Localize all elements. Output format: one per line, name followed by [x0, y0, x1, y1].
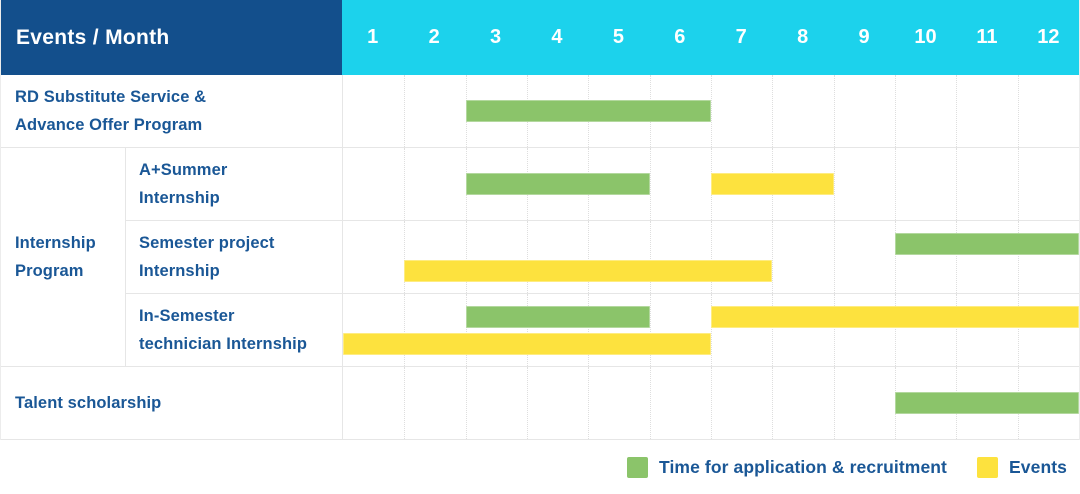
month-gridline	[711, 367, 712, 439]
event-bar	[711, 173, 834, 195]
sub-row-label: A+Summer Internship	[125, 148, 342, 221]
month-gridline	[404, 148, 406, 220]
sub-row-label: Semester project Internship	[125, 221, 342, 294]
month-gridline	[465, 367, 467, 439]
month-header-10: 10	[914, 26, 937, 48]
schedule-table: Events / Month 1 2 3 4 5 6 7 8 9 10 11 12 RD Substi…	[0, 0, 1080, 440]
recruitment-bar	[465, 173, 650, 195]
sub-row-label-text: Internship	[139, 262, 220, 280]
sub-row-label-text: In-Semester	[139, 306, 235, 325]
month-gridline	[711, 294, 712, 366]
row-timeline	[342, 367, 1079, 440]
recruitment-swatch-icon	[627, 456, 648, 478]
month-gridline	[404, 367, 406, 439]
month-gridline	[772, 367, 774, 439]
sub-row-label-text: A+Summer	[139, 160, 228, 179]
month-gridline	[527, 294, 528, 366]
month-gridline	[588, 367, 590, 439]
table-header-events-month: Events / Month	[1, 0, 342, 75]
month-gridline	[1017, 75, 1019, 147]
group-label-text: Internship	[15, 233, 96, 252]
month-gridline	[833, 294, 835, 366]
month-gridline	[404, 221, 406, 293]
sub-row-timeline	[342, 221, 1079, 294]
month-header-2: 2	[428, 26, 440, 48]
row-label-text: Advance Offer Program	[15, 116, 203, 134]
sub-row-timeline	[342, 294, 1079, 367]
recruitment-bar	[465, 306, 650, 328]
month-header-1: 1	[367, 26, 379, 48]
row-label-text: Talent scholarship	[15, 393, 162, 412]
sub-row-label: In-Semester technician Internship	[125, 294, 342, 367]
month-gridline	[649, 221, 651, 293]
month-header-6: 6	[674, 26, 686, 48]
month-header-row: 1 2 3 4 5 6 7 8 9 10 11 12	[342, 0, 1079, 75]
month-gridline	[1017, 221, 1019, 293]
sub-row-timeline	[342, 148, 1079, 221]
month-gridline	[404, 294, 406, 366]
month-gridline	[895, 221, 896, 293]
month-gridline	[956, 294, 958, 366]
month-gridline	[711, 221, 712, 293]
month-gridline	[895, 294, 896, 366]
recruitment-bar	[465, 100, 711, 122]
month-gridline	[711, 75, 712, 147]
sub-row-label-text: Internship	[139, 189, 220, 207]
row-label: RD Substitute Service & Advance Offer Pro…	[1, 75, 342, 148]
month-gridline	[404, 75, 406, 147]
legend-item-label: Events	[1009, 456, 1067, 477]
month-header-8: 8	[797, 26, 809, 48]
month-gridline	[956, 75, 958, 147]
group-label: Internship Program	[1, 148, 125, 367]
sub-row-label-text: Semester project	[139, 233, 275, 252]
month-gridline	[527, 221, 528, 293]
month-gridline	[772, 294, 774, 366]
month-gridline	[465, 221, 467, 293]
month-gridline	[833, 148, 835, 220]
month-gridline	[833, 75, 835, 147]
event-swatch-icon	[977, 456, 998, 478]
legend: Time for application & recruitment Events	[0, 440, 1080, 494]
month-gridline	[895, 148, 896, 220]
month-gridline	[649, 148, 651, 220]
group-label-text: Program	[15, 262, 84, 280]
month-header-3: 3	[489, 26, 502, 48]
month-header-7: 7	[735, 26, 747, 48]
month-gridline	[1017, 294, 1019, 366]
month-gridline	[956, 221, 958, 293]
month-header-4: 4	[551, 26, 563, 48]
event-bar	[711, 306, 1079, 328]
month-gridline	[527, 367, 528, 439]
month-gridline	[895, 75, 896, 147]
month-header-11: 11	[976, 26, 998, 48]
month-header-12: 12	[1037, 26, 1060, 48]
month-gridline	[956, 148, 958, 220]
month-gridline	[588, 221, 590, 293]
month-header-9: 9	[858, 26, 870, 48]
month-gridline	[588, 294, 590, 366]
row-timeline	[342, 75, 1079, 148]
month-gridline	[465, 294, 467, 366]
table-header-title: Events / Month	[16, 25, 170, 49]
event-bar	[343, 333, 711, 355]
recruitment-bar	[895, 233, 1079, 255]
row-label-text: RD Substitute Service &	[15, 87, 207, 106]
legend-item: Events	[977, 456, 1067, 478]
month-gridline	[649, 294, 651, 366]
event-bar	[404, 260, 773, 282]
month-header-5: 5	[612, 26, 624, 48]
month-gridline	[833, 367, 835, 439]
legend-item: Time for application & recruitment	[627, 456, 947, 478]
month-gridline	[1017, 148, 1019, 220]
month-gridline	[772, 221, 774, 293]
legend-item-label: Time for application & recruitment	[659, 456, 947, 477]
recruitment-bar	[895, 392, 1079, 414]
row-label: Talent scholarship	[1, 367, 342, 440]
month-gridline	[772, 75, 774, 147]
sub-row-label-text: technician Internship	[139, 335, 308, 353]
month-gridline	[649, 367, 651, 439]
month-gridline	[833, 221, 835, 293]
